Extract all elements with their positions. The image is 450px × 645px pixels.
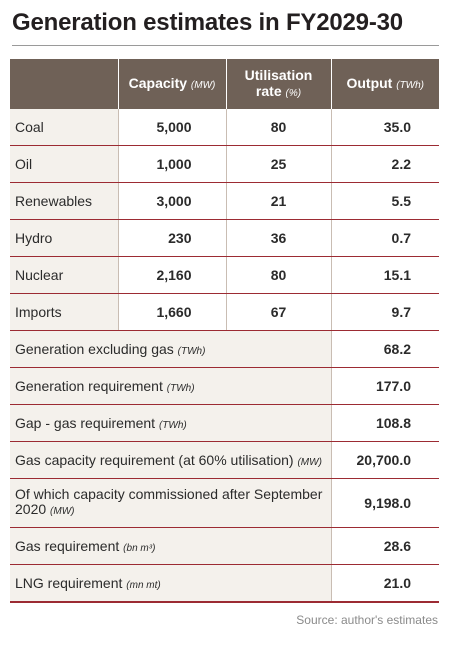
output-cell: 0.7	[330, 219, 439, 257]
output-cell: 2.2	[330, 145, 439, 183]
table-row: Imports 1,660 67 9.7	[10, 293, 439, 331]
summary-unit: (mn mt)	[126, 580, 161, 591]
header-util-line2: rate	[255, 82, 282, 99]
title-divider	[12, 45, 439, 46]
summary-label-cell: Of which capacity commissioned after Sep…	[10, 478, 331, 528]
summary-label: Generation excluding gas	[15, 341, 174, 357]
summary-value: 177.0	[330, 367, 439, 405]
summary-unit: (TWh)	[166, 383, 195, 394]
row-label: Imports	[10, 293, 118, 331]
summary-label: Gas requirement	[15, 538, 120, 554]
utilisation-cell: 25	[225, 145, 331, 183]
capacity-cell: 5,000	[117, 109, 226, 146]
utilisation-cell: 36	[225, 219, 331, 257]
summary-row: Generation excluding gas (TWh) 68.2	[10, 330, 439, 368]
summary-label: Gap - gas requirement	[15, 415, 156, 431]
row-label: Renewables	[10, 182, 118, 220]
summary-label: Generation requirement	[15, 378, 163, 394]
summary-label-cell: Gap - gas requirement (TWh)	[10, 404, 331, 442]
summary-label-cell: Gas capacity requirement (at 60% utilisa…	[10, 441, 331, 479]
header-util-unit: (%)	[285, 87, 302, 99]
header-blank	[10, 59, 118, 109]
summary-value: 68.2	[330, 330, 439, 368]
row-label: Coal	[10, 109, 118, 146]
table-row: Renewables 3,000 21 5.5	[10, 182, 439, 220]
capacity-cell: 3,000	[117, 182, 226, 220]
summary-row: Generation requirement (TWh) 177.0	[10, 367, 439, 405]
output-cell: 5.5	[330, 182, 439, 220]
table-header: Capacity (MW) Utilisation rate (%) Outpu…	[10, 59, 439, 109]
source-note: Source: author's estimates	[296, 613, 438, 627]
table-row: Hydro 230 36 0.7	[10, 219, 439, 257]
table-body: Coal 5,000 80 35.0 Oil 1,000 25 2.2 Rene…	[10, 109, 439, 603]
capacity-cell: 2,160	[117, 256, 226, 294]
header-utilisation: Utilisation rate (%)	[225, 59, 331, 109]
summary-unit: (TWh)	[158, 420, 187, 431]
header-output-label: Output	[346, 74, 393, 91]
summary-label: Of which capacity commissioned after Sep…	[15, 486, 323, 517]
header-output-unit: (TWh)	[396, 79, 425, 91]
utilisation-cell: 80	[225, 256, 331, 294]
summary-value: 28.6	[330, 527, 439, 565]
summary-unit: (MW)	[297, 457, 322, 468]
table-row: Oil 1,000 25 2.2	[10, 145, 439, 183]
summary-unit: (bn m³)	[123, 543, 156, 554]
header-util-line1: Utilisation	[244, 66, 313, 83]
summary-row: LNG requirement (mn mt) 21.0	[10, 564, 439, 603]
summary-unit: (MW)	[50, 506, 75, 517]
summary-row: Gap - gas requirement (TWh) 108.8	[10, 404, 439, 442]
summary-label-cell: Generation excluding gas (TWh)	[10, 330, 331, 368]
capacity-cell: 230	[117, 219, 226, 257]
header-capacity: Capacity (MW)	[117, 59, 226, 109]
summary-value: 21.0	[330, 564, 439, 603]
summary-value: 9,198.0	[330, 478, 439, 528]
output-cell: 9.7	[330, 293, 439, 331]
summary-unit: (TWh)	[177, 346, 206, 357]
header-output: Output (TWh)	[330, 59, 439, 109]
utilisation-cell: 67	[225, 293, 331, 331]
header-capacity-unit: (MW)	[190, 79, 216, 91]
output-cell: 35.0	[330, 109, 439, 146]
summary-label: LNG requirement	[15, 575, 123, 591]
summary-value: 20,700.0	[330, 441, 439, 479]
output-cell: 15.1	[330, 256, 439, 294]
table-row: Coal 5,000 80 35.0	[10, 109, 439, 146]
table-row: Nuclear 2,160 80 15.1	[10, 256, 439, 294]
row-label: Hydro	[10, 219, 118, 257]
header-capacity-label: Capacity	[128, 74, 188, 91]
summary-label-cell: Gas requirement (bn m³)	[10, 527, 331, 565]
row-label: Oil	[10, 145, 118, 183]
summary-label-cell: LNG requirement (mn mt)	[10, 564, 331, 603]
summary-label: Gas capacity requirement (at 60% utilisa…	[15, 452, 294, 468]
summary-row: Gas capacity requirement (at 60% utilisa…	[10, 441, 439, 479]
page-title: Generation estimates in FY2029-30	[12, 9, 403, 36]
summary-row: Of which capacity commissioned after Sep…	[10, 478, 439, 528]
row-label: Nuclear	[10, 256, 118, 294]
utilisation-cell: 21	[225, 182, 331, 220]
utilisation-cell: 80	[225, 109, 331, 146]
summary-value: 108.8	[330, 404, 439, 442]
summary-label-cell: Generation requirement (TWh)	[10, 367, 331, 405]
generation-table: Capacity (MW) Utilisation rate (%) Outpu…	[10, 59, 439, 603]
capacity-cell: 1,000	[117, 145, 226, 183]
summary-row: Gas requirement (bn m³) 28.6	[10, 527, 439, 565]
capacity-cell: 1,660	[117, 293, 226, 331]
